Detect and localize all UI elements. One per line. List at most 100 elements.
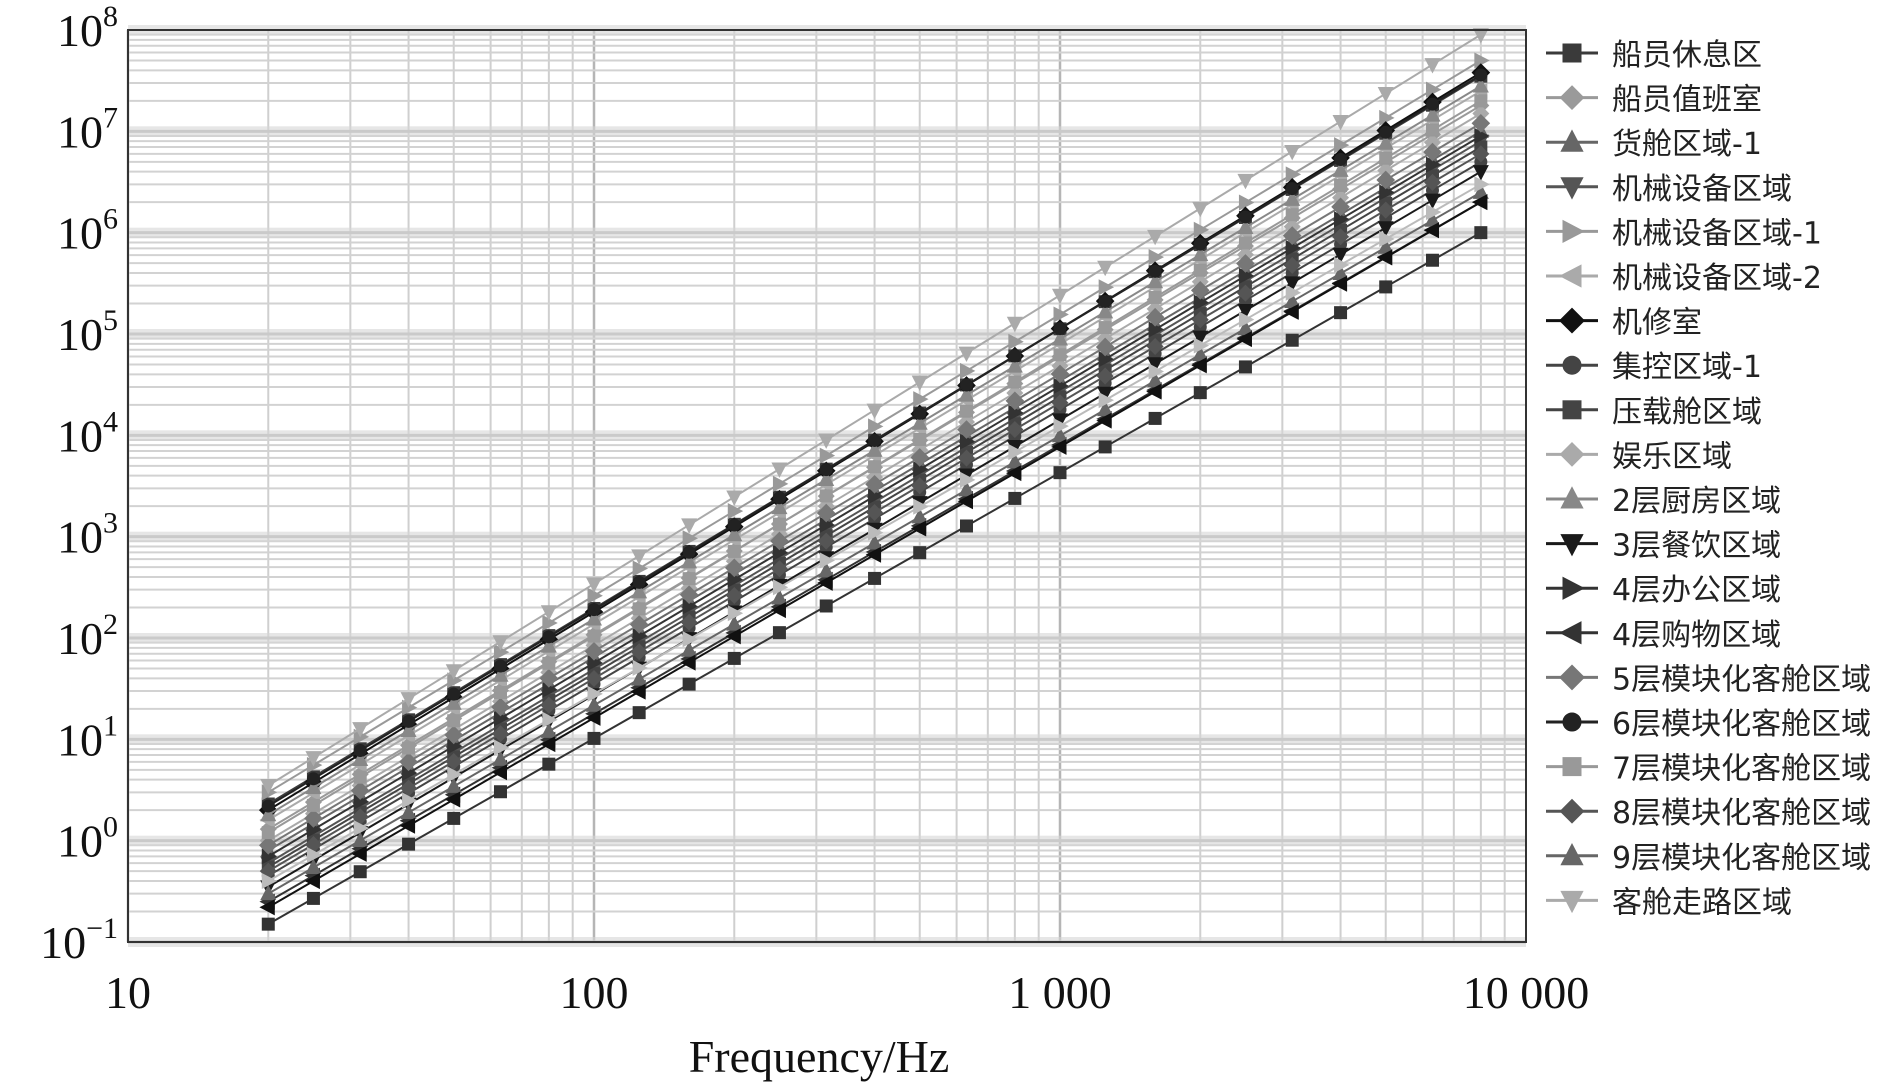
data-point bbox=[585, 610, 603, 626]
y-tick-label: 108 bbox=[57, 0, 118, 56]
data-point bbox=[629, 615, 649, 634]
data-point bbox=[1376, 249, 1393, 266]
data-point bbox=[542, 630, 556, 644]
legend-label: 6层模块化客舱区域 bbox=[1612, 707, 1871, 742]
data-point bbox=[865, 546, 882, 563]
data-point bbox=[1053, 322, 1067, 336]
data-point bbox=[1425, 204, 1442, 221]
y-decade-band bbox=[128, 633, 1526, 643]
data-point bbox=[352, 750, 369, 767]
data-point bbox=[1474, 94, 1488, 108]
data-point bbox=[957, 420, 976, 439]
data-point bbox=[1283, 256, 1301, 274]
data-point bbox=[770, 560, 788, 578]
legend-label: 集控区域-1 bbox=[1612, 350, 1762, 385]
data-point bbox=[630, 683, 646, 700]
data-point bbox=[1097, 260, 1114, 277]
data-point bbox=[539, 668, 559, 688]
data-point bbox=[1005, 465, 1022, 482]
data-point bbox=[819, 463, 833, 477]
data-point bbox=[632, 706, 646, 720]
data-point bbox=[866, 403, 883, 419]
data-point bbox=[1331, 197, 1350, 217]
data-point bbox=[1096, 412, 1112, 429]
legend-marker bbox=[1559, 621, 1582, 645]
data-point bbox=[868, 571, 882, 585]
data-point bbox=[353, 820, 370, 837]
legend-item: 娱乐区域 bbox=[1546, 439, 1732, 474]
data-point bbox=[540, 637, 557, 653]
data-point bbox=[632, 659, 649, 676]
data-point bbox=[260, 779, 277, 795]
data-point bbox=[353, 770, 367, 784]
data-point bbox=[1471, 113, 1491, 133]
data-point bbox=[1334, 211, 1350, 228]
data-point bbox=[1425, 123, 1439, 137]
legend-marker bbox=[1562, 757, 1582, 777]
legend-marker bbox=[1560, 177, 1584, 200]
data-point bbox=[1237, 304, 1254, 320]
data-point bbox=[1334, 137, 1350, 154]
data-point bbox=[1148, 363, 1165, 380]
legend-item: 集控区域-1 bbox=[1546, 350, 1762, 385]
data-point bbox=[542, 656, 556, 670]
legend-item: 7层模块化客舱区域 bbox=[1546, 752, 1871, 787]
legend-marker bbox=[1562, 400, 1582, 420]
series-layer bbox=[258, 28, 1491, 931]
data-point bbox=[1051, 438, 1067, 455]
data-point bbox=[1474, 68, 1488, 82]
data-point bbox=[1145, 307, 1165, 327]
data-point bbox=[1098, 321, 1112, 335]
data-point bbox=[447, 811, 461, 825]
data-point bbox=[1424, 58, 1441, 74]
data-point bbox=[1006, 316, 1023, 333]
data-point bbox=[585, 709, 601, 726]
data-point bbox=[353, 865, 367, 879]
legend-item: 船员值班室 bbox=[1546, 83, 1762, 118]
legend-item: 船员休息区 bbox=[1546, 38, 1762, 73]
data-point bbox=[817, 574, 833, 591]
data-point bbox=[1193, 237, 1207, 251]
data-point bbox=[492, 666, 509, 682]
data-point bbox=[1008, 404, 1024, 421]
data-point bbox=[1474, 226, 1488, 240]
data-point bbox=[1377, 134, 1394, 150]
data-point bbox=[1098, 279, 1115, 296]
data-point bbox=[584, 642, 604, 661]
data-point bbox=[491, 725, 509, 743]
data-point bbox=[1098, 351, 1115, 368]
series-17 bbox=[261, 94, 1488, 840]
data-point bbox=[261, 917, 275, 931]
legend-label: 娱乐区域 bbox=[1612, 439, 1732, 474]
data-point bbox=[1190, 281, 1210, 300]
legend-label: 机械设备区域 bbox=[1612, 172, 1792, 207]
legend-item: 机械设备区域-2 bbox=[1546, 261, 1822, 296]
data-point bbox=[1424, 193, 1441, 210]
data-point bbox=[1379, 184, 1395, 201]
data-point bbox=[261, 826, 275, 840]
y-decade-band bbox=[128, 126, 1526, 137]
data-point bbox=[819, 447, 836, 464]
data-point bbox=[306, 798, 320, 812]
data-point bbox=[726, 490, 743, 506]
data-point bbox=[445, 694, 462, 710]
data-point bbox=[447, 714, 461, 728]
data-point bbox=[1097, 400, 1114, 417]
data-point bbox=[1425, 81, 1442, 98]
data-point bbox=[402, 837, 416, 851]
legend-label: 4层购物区域 bbox=[1612, 618, 1781, 653]
legend-marker bbox=[1560, 534, 1584, 557]
data-point bbox=[682, 530, 699, 547]
data-point bbox=[1285, 333, 1299, 347]
data-point bbox=[261, 799, 275, 813]
legend-marker bbox=[1562, 355, 1582, 375]
data-point bbox=[1285, 284, 1302, 301]
data-point bbox=[1238, 236, 1252, 250]
data-point bbox=[770, 531, 789, 551]
data-point bbox=[1191, 357, 1207, 374]
legend-label: 7层模块化客舱区域 bbox=[1612, 752, 1871, 787]
data-point bbox=[1237, 218, 1254, 235]
data-point bbox=[868, 524, 884, 541]
data-point bbox=[1238, 311, 1255, 328]
data-point bbox=[1053, 418, 1069, 435]
